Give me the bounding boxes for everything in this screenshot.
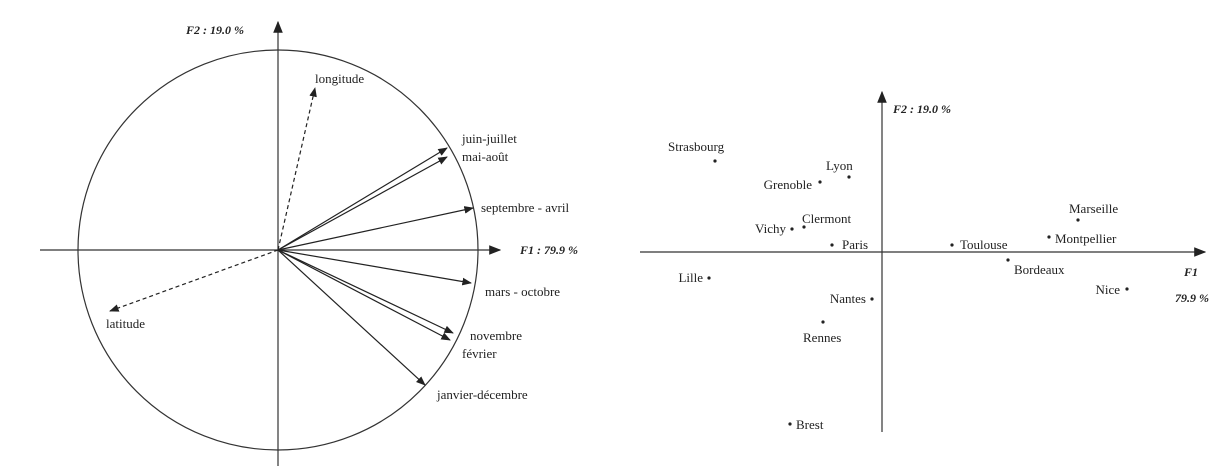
point-label: Brest bbox=[796, 417, 824, 432]
vector-label: juin-juillet bbox=[461, 131, 517, 146]
point-label: Rennes bbox=[803, 330, 841, 345]
point-label: Bordeaux bbox=[1014, 262, 1065, 277]
y-axis-label: F2 : 19.0 % bbox=[185, 23, 244, 37]
vector-label: mars - octobre bbox=[485, 284, 560, 299]
point-label: Nice bbox=[1095, 282, 1120, 297]
vector-arrow bbox=[277, 156, 448, 251]
vector-label: longitude bbox=[315, 71, 364, 86]
x-axis-label: 79.9 % bbox=[1175, 291, 1209, 305]
point bbox=[1006, 258, 1010, 262]
point bbox=[802, 225, 806, 229]
x-axis-label: F1 : 79.9 % bbox=[519, 243, 578, 257]
point-label: Lille bbox=[678, 270, 703, 285]
point-label: Vichy bbox=[755, 221, 786, 236]
vector-arrow bbox=[277, 147, 448, 251]
point bbox=[790, 227, 794, 231]
x-axis-label: F1 bbox=[1183, 265, 1198, 279]
vector-label: février bbox=[462, 346, 497, 361]
point bbox=[818, 180, 822, 184]
point-label: Nantes bbox=[830, 291, 866, 306]
point-label: Strasbourg bbox=[668, 139, 725, 154]
vector-label: mai-août bbox=[462, 149, 509, 164]
vector-arrow bbox=[277, 249, 451, 341]
point-label: Lyon bbox=[826, 158, 853, 173]
point bbox=[821, 320, 825, 324]
vector-arrow bbox=[277, 249, 426, 386]
y-axis-label: F2 : 19.0 % bbox=[892, 102, 951, 116]
point bbox=[830, 243, 834, 247]
point bbox=[1076, 218, 1080, 222]
vector-arrow bbox=[277, 206, 474, 251]
point-label: Paris bbox=[842, 237, 868, 252]
vector-label: janvier-décembre bbox=[436, 387, 528, 402]
point bbox=[870, 297, 874, 301]
point-label: Montpellier bbox=[1055, 231, 1117, 246]
point-label: Clermont bbox=[802, 211, 851, 226]
point-label: Grenoble bbox=[764, 177, 813, 192]
vector-label: septembre - avril bbox=[481, 200, 569, 215]
point bbox=[713, 159, 717, 163]
vector-label: novembre bbox=[470, 328, 522, 343]
point-label: Marseille bbox=[1069, 201, 1118, 216]
point bbox=[788, 422, 792, 426]
point bbox=[847, 175, 851, 179]
vector-label: latitude bbox=[106, 316, 145, 331]
vector-arrow bbox=[277, 249, 454, 334]
point-label: Toulouse bbox=[960, 237, 1008, 252]
point bbox=[1125, 287, 1129, 291]
vector-arrow bbox=[109, 249, 279, 312]
point bbox=[950, 243, 954, 247]
point bbox=[1047, 235, 1051, 239]
vector-arrow bbox=[277, 249, 472, 286]
point bbox=[707, 276, 711, 280]
